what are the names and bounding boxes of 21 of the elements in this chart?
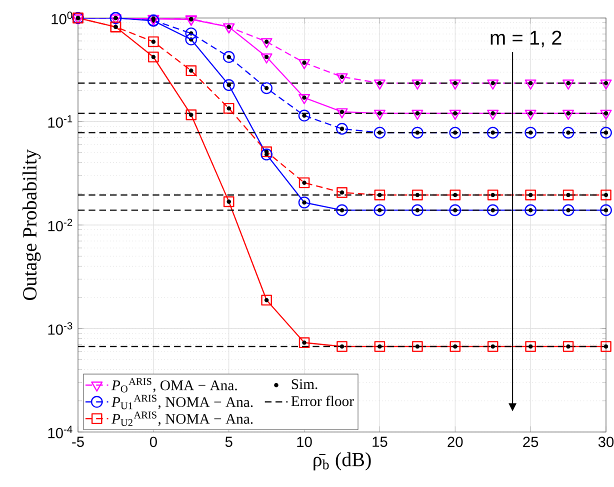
x-tick-label: 0 <box>150 436 157 448</box>
x-tick-label: 20 <box>448 436 463 448</box>
y-tick-label: 10$^{-2}$ <box>48 218 72 232</box>
legend-label: P$_{O}$$^{ARIS}$, OMA − Ana. <box>111 378 237 392</box>
annotation: m = 1, 2 <box>490 30 562 48</box>
x-tick-label: 30 <box>598 436 614 448</box>
legend-label: P$_{U1}$$^{ARIS}$, NOMA − Ana. <box>111 394 253 410</box>
x-tick-label: 25 <box>523 436 538 448</box>
x-tick-label: -5 <box>72 436 84 447</box>
legend-label: Error floor <box>291 396 354 406</box>
legend-label: P$_{U2}$$^{ARIS}$, NOMA − Ana. <box>111 412 253 426</box>
legend-label: Sim. <box>292 379 318 390</box>
y-tick-label: 10$^{-4}$ <box>48 426 72 438</box>
y-tick-label: 10$^{-3}$ <box>48 322 72 335</box>
x-tick-label: 10 <box>297 436 312 448</box>
x-tick-label: 5 <box>225 436 232 447</box>
y-tick-label: 10$^{-1}$ <box>48 115 72 128</box>
y-tick-label: 10$^{0}$ <box>52 12 72 24</box>
x-axis-title: ρ̄$_{b}$ (dB) <box>314 452 371 470</box>
x-tick-label: 15 <box>372 436 388 447</box>
y-axis-title: Outage Probability <box>22 149 41 300</box>
